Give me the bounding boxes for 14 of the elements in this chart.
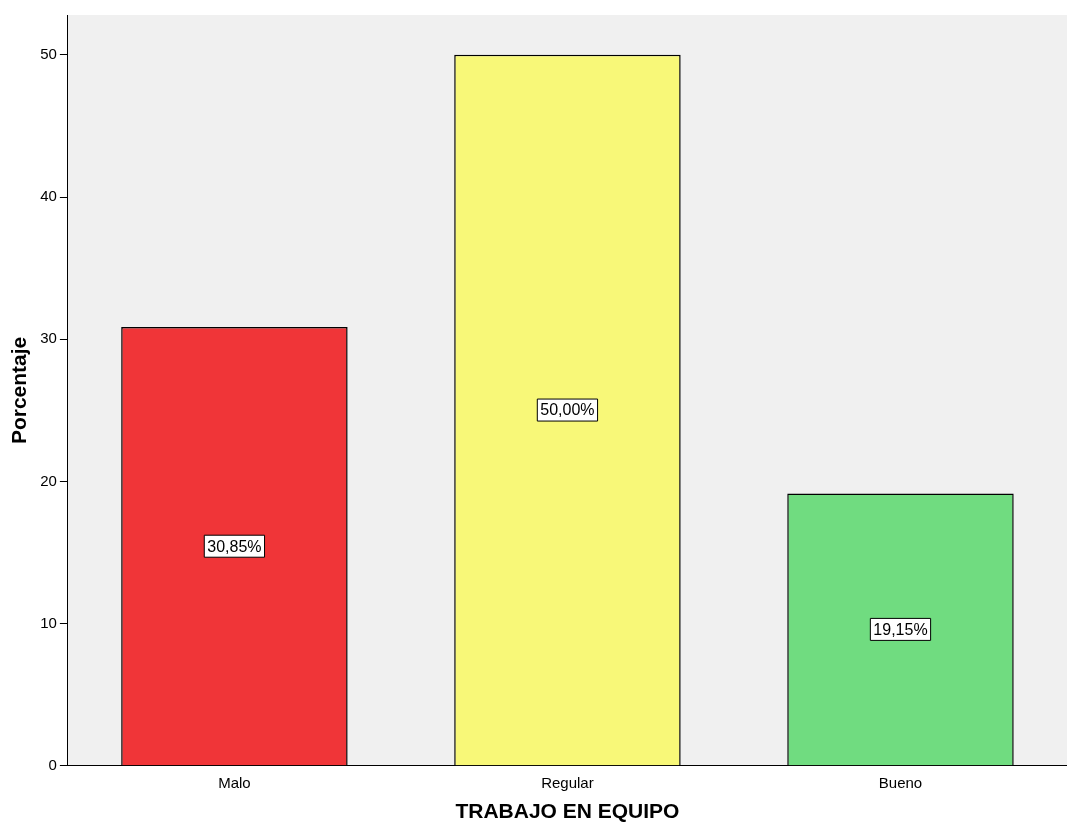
data-label: 50,00% [540, 401, 595, 419]
x-tick-label: Regular [541, 773, 594, 791]
x-tick-label: Bueno [878, 773, 923, 791]
x-tick-label: Malo [218, 773, 251, 791]
y-tick-label: 30 [40, 329, 57, 347]
y-tick-label: 10 [40, 613, 57, 631]
y-tick-label: 0 [48, 755, 57, 773]
y-axis-title: Porcentaje [7, 336, 31, 445]
data-label: 30,85% [207, 537, 262, 555]
y-tick-label: 40 [40, 187, 57, 205]
y-tick-label: 20 [40, 471, 57, 489]
x-axis-title: TRABAJO EN EQUIPO [455, 799, 680, 823]
data-label: 19,15% [873, 620, 928, 638]
y-tick-label: 50 [40, 44, 57, 62]
